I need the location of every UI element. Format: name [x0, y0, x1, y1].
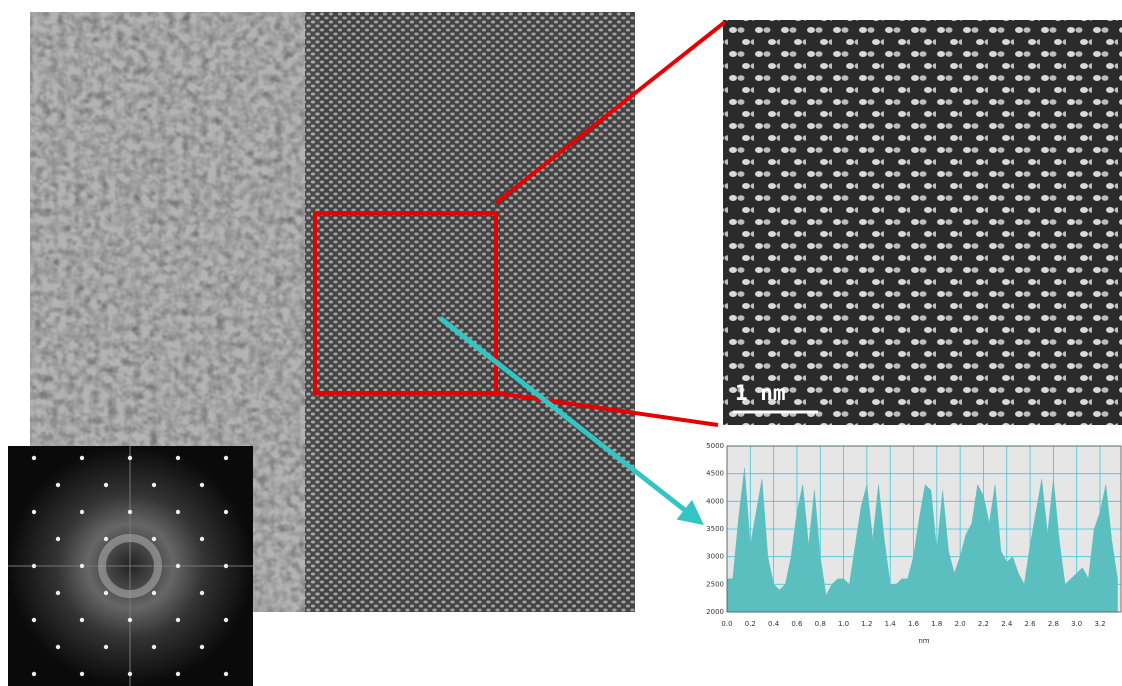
y-tick-label: 4000 [706, 497, 724, 505]
fft-spot [79, 617, 85, 623]
fft-spot [151, 644, 157, 650]
y-tick-label: 4500 [706, 470, 724, 478]
x-tick-label: 2.6 [1025, 620, 1037, 628]
fft-spot [55, 644, 61, 650]
fft-spot [175, 455, 181, 461]
x-tick-label: 1.4 [885, 620, 897, 628]
x-tick-label: 1.0 [838, 620, 849, 628]
x-tick-label: 0.4 [768, 620, 780, 628]
fft-spot [175, 617, 181, 623]
fft-spot [31, 509, 37, 515]
fft-spot [127, 455, 133, 461]
fft-spot [223, 455, 229, 461]
fft-spot [55, 536, 61, 542]
x-tick-label: 0.0 [721, 620, 732, 628]
fft-spot [31, 617, 37, 623]
zoom-image: 1 nm [723, 20, 1122, 425]
x-tick-label: 1.8 [931, 620, 942, 628]
fft-spot [79, 455, 85, 461]
y-tick-label: 2000 [706, 608, 724, 616]
fft-spot [31, 563, 37, 569]
fft-spot [223, 563, 229, 569]
y-tick-label: 3000 [706, 553, 724, 561]
fft-inset [8, 446, 253, 686]
fft-spot [103, 482, 109, 488]
fft-spot [31, 671, 37, 677]
fft-spot [199, 590, 205, 596]
fft-spot [175, 671, 181, 677]
fft-spot [175, 563, 181, 569]
fft-spot [55, 590, 61, 596]
fft-spot [151, 536, 157, 542]
fft-spot [151, 590, 157, 596]
profile-area [726, 468, 1118, 613]
x-tick-label: 2.8 [1048, 620, 1059, 628]
fft-spot [79, 509, 85, 515]
x-tick-label: 0.8 [815, 620, 826, 628]
fft-spot [199, 644, 205, 650]
fft-spot [103, 590, 109, 596]
x-tick-label: 2.2 [978, 620, 989, 628]
x-tick-label: 3.0 [1071, 620, 1082, 628]
fft-spot [103, 536, 109, 542]
y-tick-label: 3500 [706, 525, 724, 533]
fft-spot [151, 482, 157, 488]
x-tick-label: 1.6 [908, 620, 920, 628]
y-tick-label: 5000 [706, 442, 724, 450]
scale-bar-label: 1 nm [735, 381, 786, 405]
profile-chart: 2000 2500 3000 3500 4000 4500 5000 0.0 0.2 0.4 0.6… [706, 442, 1122, 645]
x-tick-label: 3.2 [1094, 620, 1105, 628]
fft-spot [223, 509, 229, 515]
x-tick-label: 2.4 [1001, 620, 1013, 628]
x-tick-label: 0.6 [791, 620, 803, 628]
fft-spot [127, 671, 133, 677]
x-tick-label: 0.2 [745, 620, 756, 628]
fft-spot [103, 644, 109, 650]
x-axis-label: nm [918, 637, 929, 645]
fft-spot [31, 455, 37, 461]
x-tick-label: 1.2 [861, 620, 872, 628]
fft-spot [199, 536, 205, 542]
fft-spot [223, 671, 229, 677]
plot-frame [726, 445, 1122, 613]
x-tick-label: 2.0 [955, 620, 966, 628]
fft-spot [79, 563, 85, 569]
fft-spot [175, 509, 181, 515]
fft-spot [223, 617, 229, 623]
fft-spot [127, 509, 133, 515]
y-tick-label: 2500 [706, 580, 724, 588]
fft-spot [127, 617, 133, 623]
fft-spot [79, 671, 85, 677]
fft-spot [199, 482, 205, 488]
fft-spot [55, 482, 61, 488]
annotations [313, 20, 727, 526]
